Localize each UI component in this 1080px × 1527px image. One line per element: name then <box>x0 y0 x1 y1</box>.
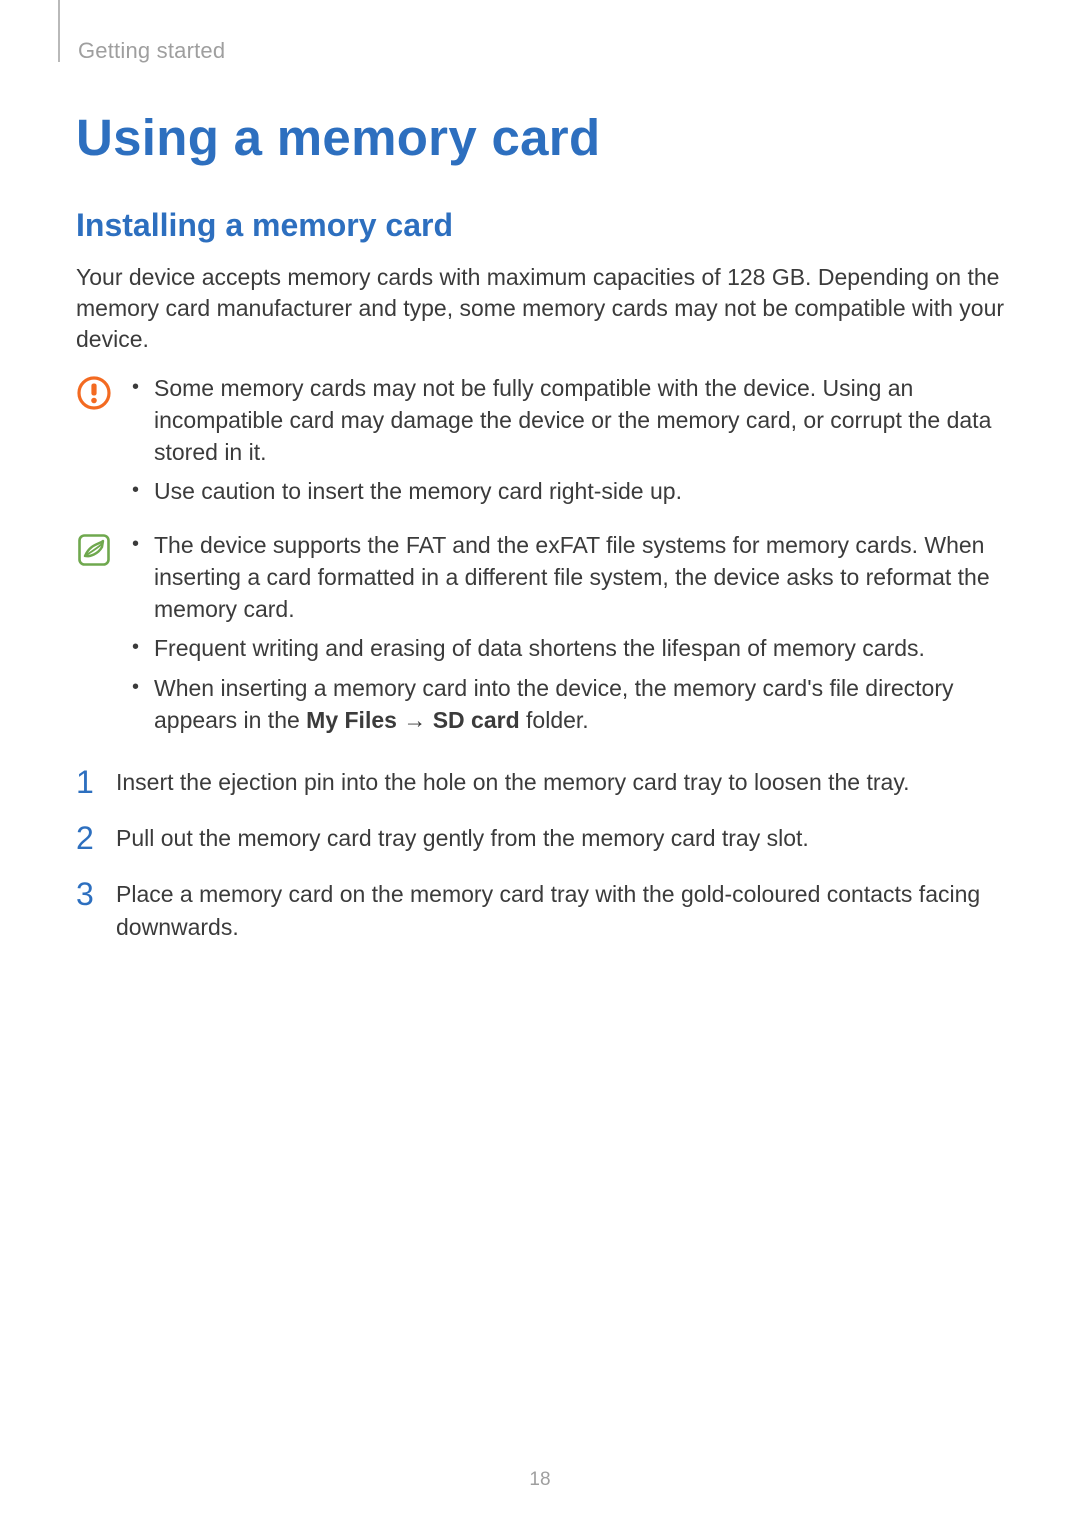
step-item: Pull out the memory card tray gently fro… <box>76 822 1010 856</box>
note-callout: The device supports the FAT and the exFA… <box>76 530 1010 744</box>
steps-list: Insert the ejection pin into the hole on… <box>76 766 1010 942</box>
caution-item: Use caution to insert the memory card ri… <box>128 476 1010 508</box>
header-side-rule <box>58 0 60 62</box>
note-icon-col <box>76 530 124 568</box>
note-icon <box>76 532 112 568</box>
caution-icon-col <box>76 373 124 411</box>
page: Getting started Using a memory card Inst… <box>0 0 1080 1527</box>
note-item: The device supports the FAT and the exFA… <box>128 530 1010 625</box>
caution-item: Some memory cards may not be fully compa… <box>128 373 1010 468</box>
note-item: Frequent writing and erasing of data sho… <box>128 633 1010 665</box>
page-number: 18 <box>0 1469 1080 1491</box>
note-item-bold: My Files <box>306 707 397 733</box>
note-item-arrow: → <box>397 707 433 733</box>
note-list: The device supports the FAT and the exFA… <box>124 530 1010 744</box>
note-item-text: folder. <box>520 707 589 733</box>
caution-list: Some memory cards may not be fully compa… <box>124 373 1010 516</box>
breadcrumb: Getting started <box>78 38 1010 64</box>
intro-paragraph: Your device accepts memory cards with ma… <box>76 262 1010 355</box>
note-item: When inserting a memory card into the de… <box>128 673 1010 736</box>
caution-callout: Some memory cards may not be fully compa… <box>76 373 1010 516</box>
step-item: Insert the ejection pin into the hole on… <box>76 766 1010 800</box>
note-item-bold: SD card <box>433 707 520 733</box>
step-item: Place a memory card on the memory card t… <box>76 878 1010 942</box>
caution-icon <box>76 375 112 411</box>
page-title: Using a memory card <box>76 108 1010 167</box>
section-subtitle: Installing a memory card <box>76 207 1010 244</box>
